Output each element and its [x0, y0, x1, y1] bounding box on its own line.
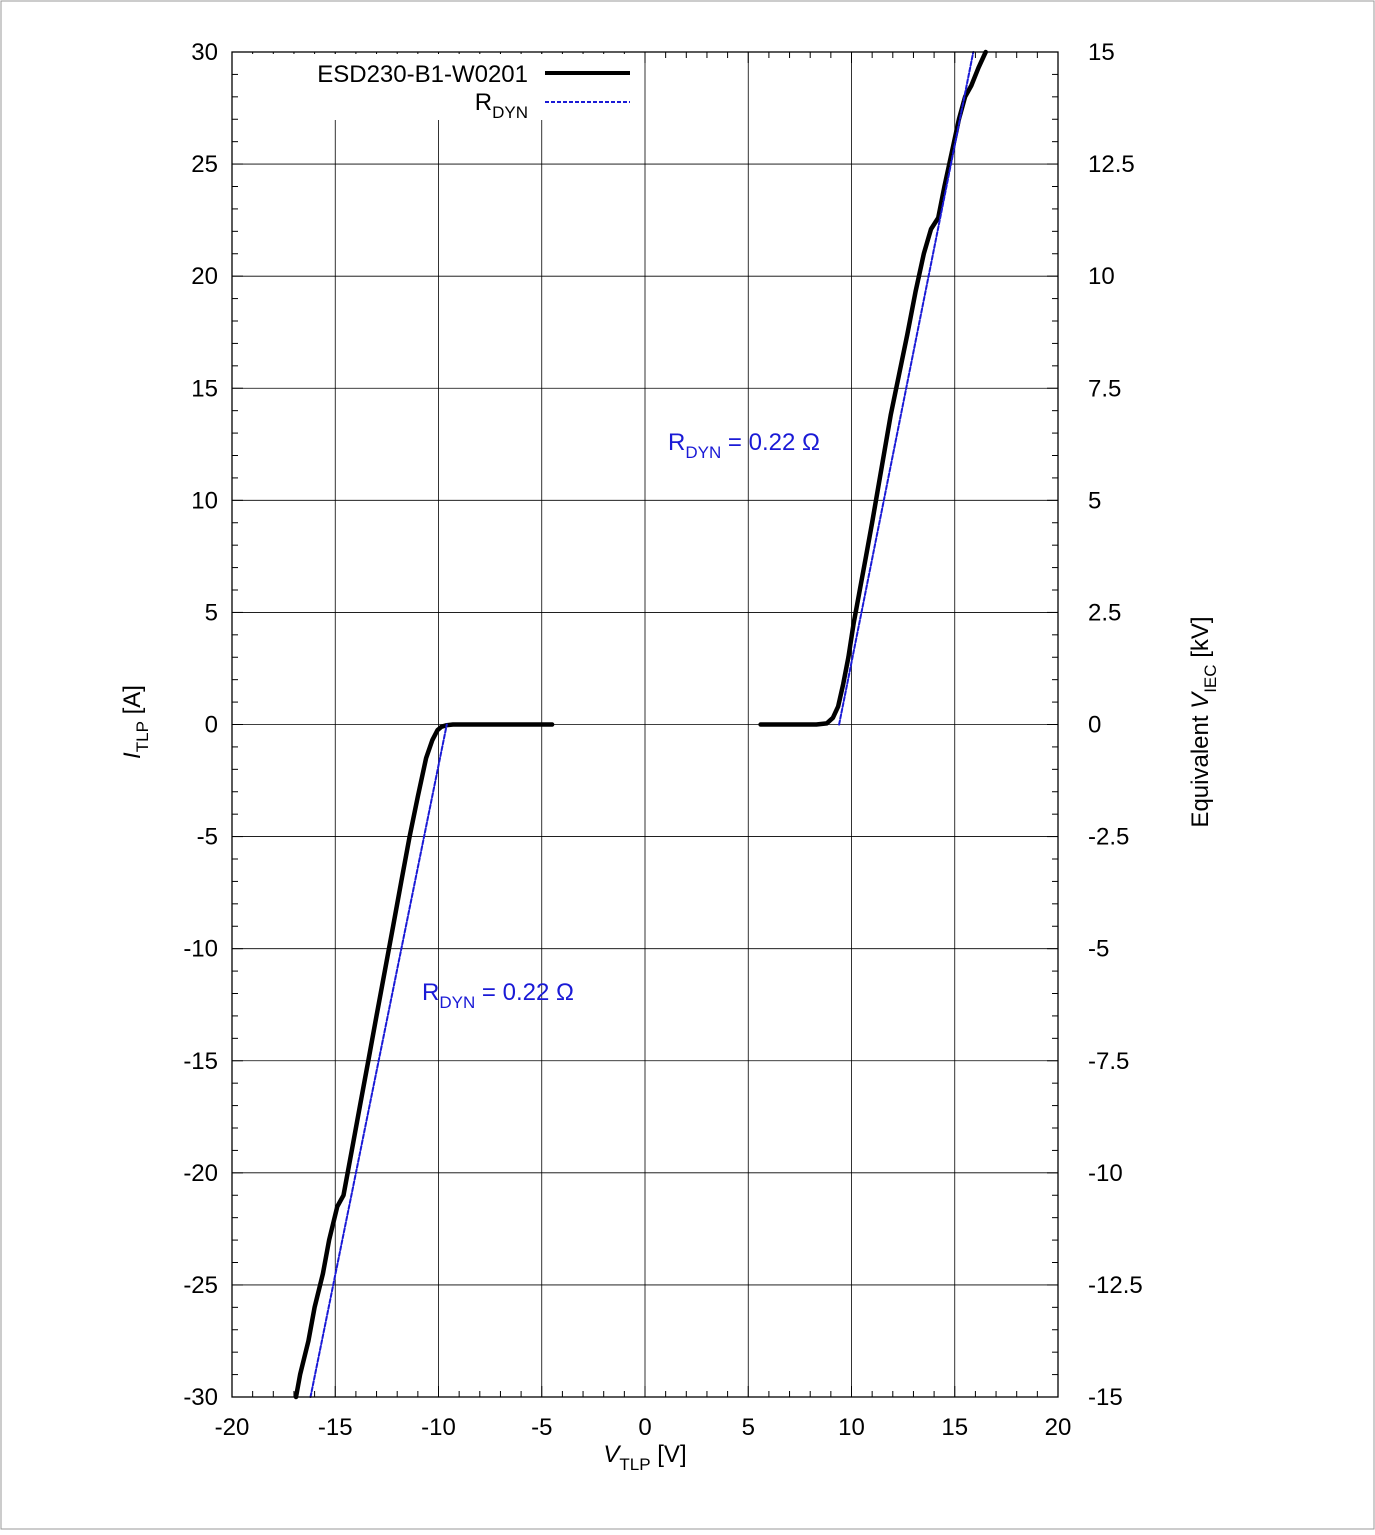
x-tick-label: 20 — [1045, 1414, 1072, 1441]
x-tick-label: -5 — [531, 1414, 552, 1441]
tick-labels: -20 -15 -10 -5 0 5 10 15 20 -30 -25 -20 -15 -10 -5 0 5 10… — [183, 39, 1142, 1441]
y-tick-label: -5 — [197, 824, 218, 851]
annotation-rdyn-positive: RDYN = 0.22 Ω — [668, 429, 820, 462]
x-tick-label: 5 — [742, 1414, 755, 1441]
y2-tick-label: 2.5 — [1088, 599, 1121, 626]
annotation-rdyn-positive-rest: = 0.22 Ω — [721, 429, 820, 456]
x-axis-title-unit: [V] — [651, 1441, 687, 1468]
annotation-rdyn-negative: RDYN = 0.22 Ω — [422, 979, 574, 1012]
x-axis-title-main: V — [603, 1441, 621, 1468]
y2-axis-title-sub: IEC — [1201, 664, 1220, 692]
y2-axis-title-unit: [kV] — [1187, 616, 1214, 664]
y-tick-label: -10 — [183, 936, 218, 963]
y-tick-label: -25 — [183, 1272, 218, 1299]
y-tick-label: 30 — [191, 39, 218, 66]
y2-tick-label: 10 — [1088, 263, 1115, 290]
tlp-curve-segment-1 — [758, 49, 988, 727]
y2-tick-label: -12.5 — [1088, 1272, 1143, 1299]
y-tick-label: -20 — [183, 1160, 218, 1187]
legend-label-rdyn-main: R — [475, 89, 492, 116]
grid-lines — [232, 52, 1058, 1397]
y-axis-title: ITLP [A] — [119, 685, 152, 759]
y-axis-title-main: I — [119, 752, 146, 759]
y2-tick-label: -10 — [1088, 1160, 1123, 1187]
y-tick-label: 25 — [191, 151, 218, 178]
y-tick-label: -15 — [183, 1048, 218, 1075]
x-axis-title: VTLP [V] — [603, 1441, 686, 1474]
x-tick-label: 15 — [941, 1414, 968, 1441]
y-axis-title-unit: [A] — [119, 685, 146, 721]
y2-tick-label: 12.5 — [1088, 151, 1135, 178]
annotation-rdyn-negative-rest: = 0.22 Ω — [475, 979, 574, 1006]
y2-tick-label: 15 — [1088, 39, 1115, 66]
legend-label-rdyn: RDYN — [475, 89, 528, 122]
annotation-rdyn-negative-main: R — [422, 979, 439, 1006]
series-lines — [293, 49, 988, 1400]
y2-tick-label: 0 — [1088, 712, 1101, 739]
legend: ESD230-B1-W0201 RDYN — [240, 54, 638, 122]
legend-label-rdyn-sub: DYN — [492, 103, 528, 122]
y-axis-title-sub: TLP — [133, 721, 152, 752]
x-tick-label: -10 — [421, 1414, 456, 1441]
x-tick-label: 10 — [838, 1414, 865, 1441]
legend-background — [240, 54, 638, 120]
legend-label-device: ESD230-B1-W0201 — [317, 61, 528, 88]
y-tick-label: 15 — [191, 375, 218, 402]
axis-ticks — [231, 51, 1059, 1398]
rdyn-fit-line-segment-0 — [309, 723, 448, 1398]
y2-tick-label: -7.5 — [1088, 1048, 1129, 1075]
x-tick-label: -20 — [215, 1414, 250, 1441]
y2-axis-title: Equivalent VIEC [kV] — [1187, 616, 1220, 827]
annotation-rdyn-positive-main: R — [668, 429, 685, 456]
y2-tick-label: 7.5 — [1088, 375, 1121, 402]
y2-tick-label: 5 — [1088, 487, 1101, 514]
y2-axis-title-main: V — [1187, 691, 1214, 709]
y-tick-label: 5 — [205, 599, 218, 626]
y2-axis-title-prefix: Equivalent — [1187, 709, 1214, 828]
y2-tick-label: -5 — [1088, 936, 1109, 963]
y-tick-label: 20 — [191, 263, 218, 290]
y2-tick-label: -2.5 — [1088, 824, 1129, 851]
y-tick-label: 0 — [205, 712, 218, 739]
x-tick-label: 0 — [638, 1414, 651, 1441]
x-tick-label: -15 — [318, 1414, 353, 1441]
tlp-curve-segment-0 — [293, 722, 555, 1400]
x-axis-title-sub: TLP — [619, 1455, 650, 1474]
annotation-rdyn-negative-sub: DYN — [439, 993, 475, 1012]
rdyn-fit-line-segment-1 — [838, 51, 975, 726]
annotation-rdyn-positive-sub: DYN — [685, 443, 721, 462]
y-tick-label: 10 — [191, 487, 218, 514]
y-tick-label: -30 — [183, 1384, 218, 1411]
y2-tick-label: -15 — [1088, 1384, 1123, 1411]
